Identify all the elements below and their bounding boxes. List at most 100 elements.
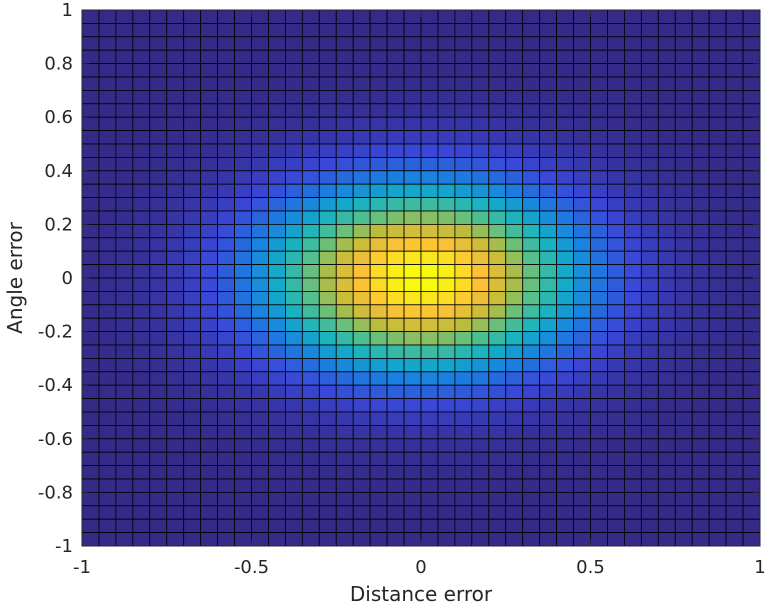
heatmap-cell (369, 290, 388, 306)
heatmap-cell (674, 424, 693, 440)
heatmap-cell (691, 250, 710, 265)
heatmap-cell (234, 143, 252, 158)
heatmap-cell (132, 76, 151, 91)
heatmap-cell (573, 156, 591, 172)
heatmap-cell (149, 22, 168, 38)
heatmap-cell (725, 304, 744, 319)
heatmap-cell (539, 491, 558, 507)
heatmap-cell (725, 398, 744, 413)
heatmap-cell (657, 371, 676, 386)
heatmap-cell (284, 411, 303, 426)
heatmap-cell (488, 438, 507, 453)
heatmap-cell (573, 49, 591, 65)
heatmap-cell (437, 411, 456, 426)
heatmap-cell (284, 344, 303, 359)
heatmap-cell (505, 63, 524, 78)
heatmap-cell (217, 290, 235, 306)
heatmap-cell (98, 264, 117, 279)
heatmap-cell (640, 384, 659, 400)
heatmap-cell (149, 264, 168, 279)
heatmap-cell (725, 103, 744, 118)
heatmap-cell (505, 264, 524, 279)
heatmap-cell (539, 317, 558, 333)
heatmap-cell (454, 250, 473, 265)
heatmap-cell (81, 331, 100, 346)
heatmap-cell (115, 317, 134, 333)
heatmap-cell (268, 290, 286, 306)
heatmap-cell (454, 156, 473, 172)
heatmap-cell (166, 210, 185, 225)
heatmap-cell (335, 505, 354, 520)
heatmap-cell (301, 371, 320, 386)
heatmap-cell (149, 63, 168, 78)
heatmap-cell (386, 518, 405, 534)
heatmap-cell (640, 237, 659, 252)
heatmap-cell (183, 210, 202, 225)
heatmap-cell (200, 76, 218, 91)
heatmap-cell (607, 223, 625, 239)
heatmap-cell (522, 264, 541, 279)
heatmap-cell (200, 170, 218, 185)
heatmap-cell (386, 491, 405, 507)
heatmap-cell (657, 411, 676, 426)
heatmap-cell (471, 49, 490, 65)
heatmap-cell (166, 532, 185, 547)
heatmap-cell (352, 357, 371, 373)
heatmap-cell (437, 264, 456, 279)
heatmap-cell (284, 49, 303, 65)
heatmap-cell (268, 116, 286, 131)
heatmap-cell (132, 90, 151, 105)
heatmap-cell (268, 49, 286, 65)
heatmap-cell (657, 518, 676, 534)
heatmap-cell (640, 438, 659, 453)
heatmap-cell (708, 478, 727, 493)
heatmap-cell (420, 357, 439, 373)
heatmap-cell (607, 22, 625, 38)
heatmap-cell (200, 49, 218, 65)
heatmap-cell (607, 384, 625, 400)
heatmap-cell (725, 505, 744, 520)
heatmap-cell (556, 250, 574, 265)
heatmap-cell (708, 491, 727, 507)
heatmap-cell (488, 384, 507, 400)
heatmap-cell (318, 116, 337, 131)
heatmap-cell (624, 223, 642, 239)
heatmap-cell (217, 210, 235, 225)
heatmap-cell (708, 170, 727, 185)
heatmap-cell (403, 210, 422, 225)
heatmap-cell (98, 116, 117, 131)
heatmap-cell (505, 518, 524, 534)
heatmap-cell (284, 36, 303, 51)
heatmap-cell (81, 518, 100, 534)
heatmap-cell (590, 143, 608, 158)
heatmap-cell (234, 384, 252, 400)
heatmap-cell (471, 357, 490, 373)
heatmap-cell (268, 143, 286, 158)
heatmap-cell (657, 103, 676, 118)
heatmap-cell (132, 478, 151, 493)
heatmap-cell (657, 90, 676, 105)
heatmap-cell (640, 532, 659, 547)
heatmap-cell (352, 451, 371, 467)
heatmap-cell (708, 505, 727, 520)
heatmap-cell (657, 465, 676, 480)
heatmap-cell (590, 76, 608, 91)
heatmap-cell (284, 491, 303, 507)
heatmap-cell (115, 9, 134, 24)
heatmap-cell (301, 451, 320, 467)
heatmap-cell (284, 478, 303, 493)
heatmap-cell (691, 331, 710, 346)
heatmap-cell (657, 478, 676, 493)
heatmap-cell (132, 250, 151, 265)
heatmap-cell (98, 371, 117, 386)
heatmap-cell (115, 384, 134, 400)
heatmap-cell (98, 290, 117, 306)
heatmap-cell (268, 344, 286, 359)
heatmap-cell (200, 250, 218, 265)
heatmap-cell (420, 156, 439, 172)
heatmap-cell (183, 116, 202, 131)
heatmap-cell (657, 22, 676, 38)
heatmap-cell (742, 36, 761, 51)
heatmap-cell (624, 36, 642, 51)
heatmap-cell (352, 371, 371, 386)
